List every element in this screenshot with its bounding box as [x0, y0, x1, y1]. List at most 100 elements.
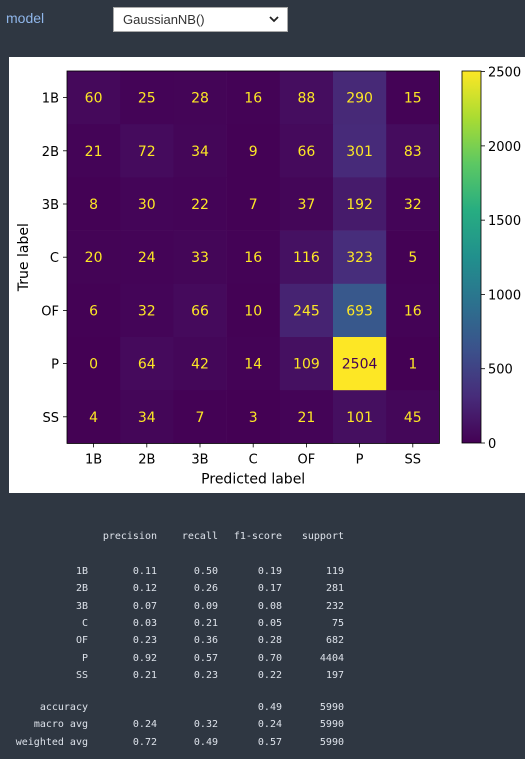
heatmap-cell — [67, 230, 121, 285]
heatmap-cell — [279, 283, 334, 338]
report-value: 197 — [325, 669, 344, 681]
heatmap-cell — [279, 230, 334, 285]
report-row-label: P — [81, 652, 88, 664]
colorbar-tick-label: 1000 — [488, 288, 521, 303]
heatmap-cell — [333, 124, 387, 178]
x-tick-label: 3B — [191, 452, 208, 467]
report-header: f1-score — [233, 531, 282, 542]
report-value: 0.21 — [132, 669, 157, 681]
cell-value-label: 0 — [89, 357, 98, 373]
model-select[interactable]: GaussianNB() — [113, 7, 288, 32]
report-row-label: OF — [75, 635, 88, 647]
cell-value-label: 30 — [138, 197, 156, 213]
report-value: 682 — [325, 635, 344, 647]
report-header: recall — [181, 531, 218, 542]
heatmap-cell — [173, 230, 227, 285]
heatmap-cell — [67, 177, 121, 231]
cell-value-label: 109 — [293, 357, 320, 373]
cell-value-label: 24 — [138, 250, 156, 266]
cell-value-label: 16 — [244, 91, 262, 107]
y-tick-label: SS — [42, 411, 59, 426]
heatmap-cell — [120, 390, 174, 444]
y-tick-label: OF — [41, 304, 59, 319]
cell-value-label: 192 — [346, 197, 373, 213]
heatmap-cell — [226, 283, 281, 338]
cell-value-label: 45 — [404, 410, 422, 426]
cell-value-label: 88 — [297, 91, 315, 107]
heatmap-cell — [279, 177, 334, 231]
report-value: 0.17 — [257, 583, 282, 595]
report-row-label: 2B — [75, 583, 88, 595]
y-tick-label: 1B — [42, 92, 59, 107]
report-value: 0.28 — [257, 635, 282, 647]
heatmap-cell — [173, 71, 227, 125]
cell-value-label: 28 — [191, 91, 209, 107]
cell-value-label: 10 — [244, 303, 262, 319]
heatmap-cell — [226, 177, 281, 231]
cell-value-label: 101 — [346, 410, 373, 426]
report-value: 119 — [325, 566, 344, 577]
report-row-label: SS — [75, 669, 88, 681]
cell-value-label: 301 — [346, 144, 373, 160]
report-value: 0.05 — [257, 617, 282, 629]
cell-value-label: 22 — [191, 197, 209, 213]
x-tick-label: OF — [298, 452, 316, 467]
cell-value-label: 2504 — [342, 357, 378, 373]
heatmap-cell — [120, 337, 174, 391]
heatmap-cell — [67, 71, 121, 125]
model-select-value: GaussianNB() — [123, 12, 205, 27]
y-tick-label: 3B — [42, 198, 59, 213]
report-value: 5990 — [319, 702, 344, 713]
heatmap-cell — [386, 177, 440, 231]
cell-value-label: 60 — [85, 91, 103, 107]
colorbar-tick-label: 1500 — [488, 214, 521, 229]
report-value: 0.21 — [193, 617, 218, 629]
cell-value-label: 4 — [89, 410, 98, 426]
cell-value-label: 16 — [244, 250, 262, 266]
cell-value-label: 66 — [297, 144, 315, 160]
heatmap-cell — [173, 337, 227, 391]
cell-value-label: 15 — [404, 91, 422, 107]
heatmap-cell — [226, 71, 281, 125]
heatmap-cell — [226, 390, 281, 444]
report-value: 0.07 — [132, 600, 157, 612]
heatmap-cell — [120, 230, 174, 285]
cell-value-label: 245 — [293, 303, 320, 319]
cell-value-label: 25 — [138, 91, 156, 107]
report-row-label: C — [81, 617, 88, 629]
heatmap-cell — [120, 177, 174, 231]
report-value: 281 — [325, 583, 344, 595]
heatmap-cell — [386, 337, 440, 391]
heatmap-cell — [333, 337, 387, 391]
cell-value-label: 7 — [196, 410, 205, 426]
report-value: 0.24 — [257, 719, 282, 731]
report-value: 0.23 — [132, 635, 157, 647]
heatmap-cell — [173, 390, 227, 444]
cell-value-label: 72 — [138, 144, 156, 160]
cell-value-label: 64 — [138, 357, 156, 373]
cell-value-label: 83 — [404, 144, 422, 160]
report-value: 5990 — [319, 719, 344, 731]
report-header: precision — [102, 531, 157, 542]
heatmap-cell — [67, 390, 121, 444]
heatmap-cell — [333, 177, 387, 231]
cell-value-label: 42 — [191, 357, 209, 373]
heatmap-cell — [386, 390, 440, 444]
x-tick-label: SS — [405, 452, 422, 467]
cell-value-label: 34 — [138, 410, 156, 426]
heatmap-cell — [386, 230, 440, 285]
report-value: 0.19 — [257, 566, 282, 577]
report-value: 4404 — [319, 652, 344, 664]
heatmap-cell — [120, 71, 174, 125]
report-value: 0.70 — [257, 652, 282, 664]
x-tick-label: 1B — [85, 452, 102, 467]
report-value: 0.23 — [193, 669, 218, 681]
heatmap-cell — [386, 283, 440, 338]
colorbar — [461, 70, 482, 444]
colorbar-tick-label: 500 — [488, 363, 513, 378]
cell-value-label: 9 — [249, 144, 258, 160]
heatmap-cell — [333, 71, 387, 125]
heatmap-cell — [67, 124, 121, 178]
heatmap-cell — [386, 124, 440, 178]
cell-value-label: 5 — [408, 250, 417, 266]
